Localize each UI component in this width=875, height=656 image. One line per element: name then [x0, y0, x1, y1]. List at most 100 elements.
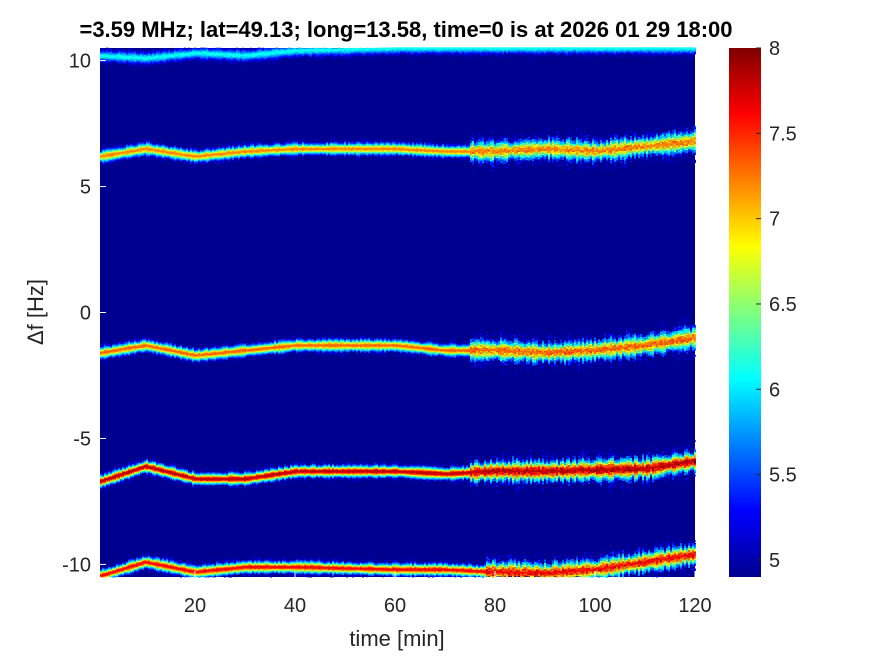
- heat-cell: [632, 571, 634, 572]
- heat-cell: [566, 568, 568, 570]
- heat-cell: [162, 554, 164, 555]
- heat-cell: [510, 560, 512, 562]
- heat-cell: [474, 566, 476, 567]
- heat-cell: [522, 569, 524, 570]
- heat-cell: [410, 576, 412, 577]
- heat-cell: [270, 574, 272, 575]
- heat-cell: [558, 563, 560, 564]
- heat-cell: [318, 572, 320, 573]
- heat-cell: [254, 560, 256, 561]
- heat-cell: [392, 572, 394, 573]
- heat-cell: [506, 561, 508, 562]
- heat-cell: [610, 562, 612, 563]
- heat-cell: [592, 576, 594, 577]
- heat-cell: [618, 561, 620, 562]
- heat-cell: [396, 566, 398, 567]
- heat-cell: [514, 566, 516, 568]
- heat-cell: [100, 569, 102, 570]
- heat-cell: [626, 557, 628, 558]
- heat-cell: [536, 575, 538, 576]
- heat-cell: [628, 557, 630, 558]
- heat-cell: [394, 559, 396, 560]
- heat-cell: [596, 573, 598, 574]
- heat-cell: [556, 575, 558, 576]
- heat-cell: [156, 567, 158, 568]
- heat-cell: [576, 575, 578, 577]
- heat-cell: [544, 560, 546, 562]
- heat-cell: [452, 561, 454, 562]
- heat-cell: [644, 556, 646, 557]
- heat-cell: [606, 569, 608, 571]
- heat-cell: [296, 574, 298, 575]
- heat-cell: [436, 576, 438, 577]
- heat-cell: [510, 554, 512, 556]
- heat-cell: [640, 553, 642, 554]
- heat-cell: [642, 563, 644, 565]
- heat-cell: [554, 564, 556, 566]
- heat-cell: [214, 564, 216, 565]
- heat-cell: [538, 568, 540, 569]
- heat-cell: [594, 567, 596, 568]
- heat-cell: [614, 575, 616, 576]
- heat-cell: [410, 571, 412, 572]
- heat-cell: [592, 562, 594, 563]
- heat-cell: [156, 572, 158, 573]
- heat-cell: [620, 555, 622, 556]
- heat-cell: [212, 563, 214, 564]
- heat-cell: [518, 561, 520, 563]
- heat-cell: [130, 558, 132, 559]
- heat-cell: [318, 562, 320, 563]
- heat-cell: [368, 561, 370, 562]
- heat-cell: [218, 559, 220, 560]
- heat-cell: [256, 559, 258, 560]
- heat-cell: [426, 564, 428, 565]
- heat-cell: [546, 575, 548, 576]
- heat-cell: [622, 568, 624, 570]
- heat-cell: [410, 562, 412, 563]
- heat-cell: [322, 562, 324, 563]
- heat-cell: [140, 573, 142, 574]
- heat-cell: [228, 559, 230, 560]
- heat-cell: [542, 558, 544, 559]
- heat-cell: [648, 551, 650, 552]
- heat-cell: [580, 575, 582, 576]
- heat-cell: [608, 573, 610, 574]
- heat-cell: [644, 564, 646, 565]
- heat-cell: [434, 556, 436, 557]
- heat-cell: [600, 565, 602, 566]
- heat-cell: [368, 574, 370, 575]
- heat-cell: [154, 557, 156, 558]
- heat-cell: [606, 555, 608, 557]
- heat-cell: [302, 556, 304, 557]
- heat-cell: [378, 563, 380, 564]
- heat-cell: [590, 573, 592, 574]
- heat-cell: [552, 573, 554, 574]
- heat-cell: [102, 571, 104, 572]
- heat-cell: [246, 560, 248, 561]
- heat-cell: [580, 567, 582, 568]
- heat-cell: [424, 572, 426, 573]
- heat-cell: [400, 564, 402, 565]
- heat-cell: [632, 561, 634, 562]
- heat-cell: [616, 563, 618, 564]
- heat-cell: [140, 556, 142, 557]
- heat-cell: [626, 555, 628, 556]
- heat-cell: [620, 556, 622, 557]
- heat-cell: [498, 566, 500, 567]
- heat-cell: [614, 569, 616, 570]
- heat-cell: [488, 565, 490, 566]
- heat-cell: [254, 570, 256, 571]
- heat-cell: [596, 571, 598, 572]
- heat-cell: [184, 573, 186, 574]
- heat-cell: [590, 564, 592, 565]
- heat-cell: [634, 568, 636, 569]
- heat-cell: [616, 568, 618, 569]
- heat-cell: [424, 562, 426, 563]
- heat-cell: [310, 565, 312, 566]
- heat-cell: [332, 563, 334, 564]
- heat-cell: [216, 563, 218, 564]
- heat-cell: [166, 572, 168, 573]
- heat-cell: [574, 561, 576, 562]
- heat-cell: [622, 558, 624, 560]
- heat-cell: [450, 564, 452, 565]
